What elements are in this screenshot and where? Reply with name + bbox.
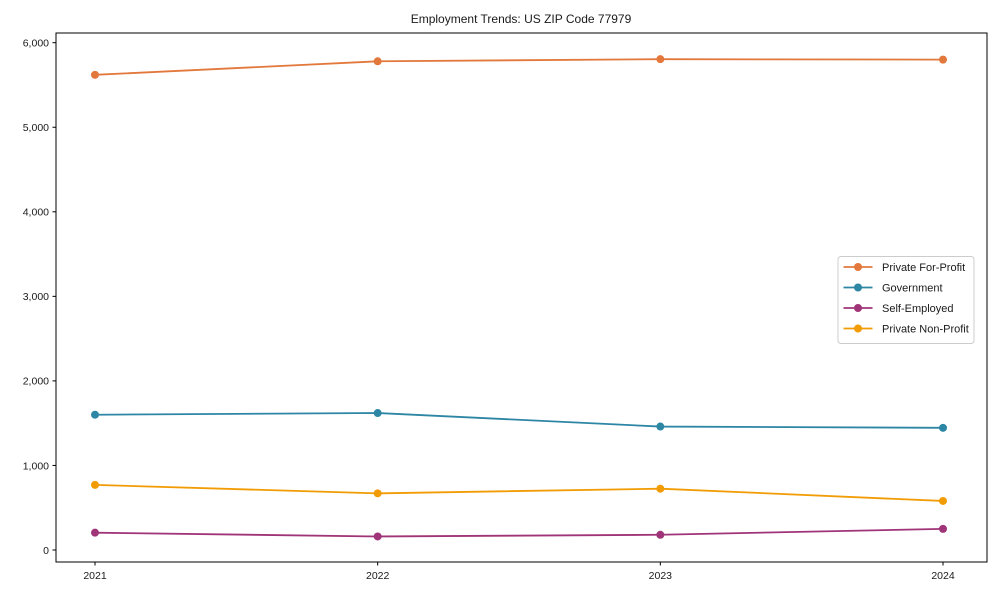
- y-tick-label: 4,000: [23, 207, 49, 219]
- legend-item-self-employed: Self-Employed: [843, 303, 954, 315]
- y-tick-label: 3,000: [23, 291, 49, 303]
- series-line-government: [94, 412, 944, 429]
- legend-label-private-for-profit: Private For-Profit: [882, 262, 965, 274]
- axes: 0 1,000 2,000 3,000 4,000 5,000 6,000 2021 2022 2…: [23, 38, 955, 583]
- y-tick-label: 6,000: [23, 38, 49, 50]
- legend: Private For-Profit Government Self-Employe…: [837, 256, 975, 344]
- data-point-government-2024: [939, 423, 947, 432]
- data-point-self-employed-2021: [91, 528, 99, 537]
- data-point-private-for-profit-2021: [91, 70, 99, 79]
- chart-title: Employment Trends: US ZIP Code 77979: [411, 12, 632, 26]
- legend-marker-private-non-profit: [854, 324, 862, 333]
- y-tick-label: 0: [43, 545, 49, 557]
- data-point-government-2023: [656, 422, 665, 431]
- data-point-government-2021: [91, 410, 99, 419]
- plot-border: [55, 32, 988, 563]
- series-line-private-for-profit: [94, 58, 944, 76]
- legend-label-government: Government: [882, 282, 943, 294]
- series-group: [91, 55, 947, 541]
- data-point-government-2022: [373, 409, 382, 418]
- legend-marker-private-for-profit: [854, 263, 862, 271]
- legend-item-government: Government: [843, 282, 943, 294]
- legend-marker-self-employed: [854, 304, 862, 312]
- x-tick-label: 2022: [366, 570, 390, 582]
- y-tick-label: 1,000: [23, 460, 49, 472]
- data-point-private-non-profit-2022: [373, 489, 382, 498]
- data-point-self-employed-2023: [656, 530, 665, 539]
- x-tick-label: 2024: [931, 570, 955, 582]
- x-tick-label: 2021: [83, 570, 107, 582]
- legend-label-self-employed: Self-Employed: [882, 303, 954, 315]
- y-tick-label: 2,000: [23, 376, 49, 388]
- legend-box: [837, 256, 975, 344]
- data-point-private-for-profit-2024: [939, 55, 947, 64]
- data-point-self-employed-2024: [939, 524, 947, 533]
- legend-label-private-non-profit: Private Non-Profit: [882, 323, 969, 335]
- data-point-private-non-profit-2023: [656, 484, 665, 493]
- legend-marker-government: [854, 283, 862, 292]
- data-point-private-non-profit-2024: [939, 496, 947, 505]
- data-point-self-employed-2022: [373, 532, 382, 541]
- data-point-private-for-profit-2022: [373, 57, 382, 66]
- data-point-private-for-profit-2023: [656, 55, 665, 64]
- series-line-self-employed: [94, 527, 944, 538]
- x-tick-label: 2023: [649, 570, 673, 582]
- data-point-private-non-profit-2021: [91, 480, 99, 489]
- legend-item-private-for-profit: Private For-Profit: [843, 262, 965, 274]
- legend-item-private-non-profit: Private Non-Profit: [843, 323, 969, 335]
- y-tick-label: 5,000: [23, 122, 49, 134]
- series-line-private-non-profit: [94, 483, 944, 502]
